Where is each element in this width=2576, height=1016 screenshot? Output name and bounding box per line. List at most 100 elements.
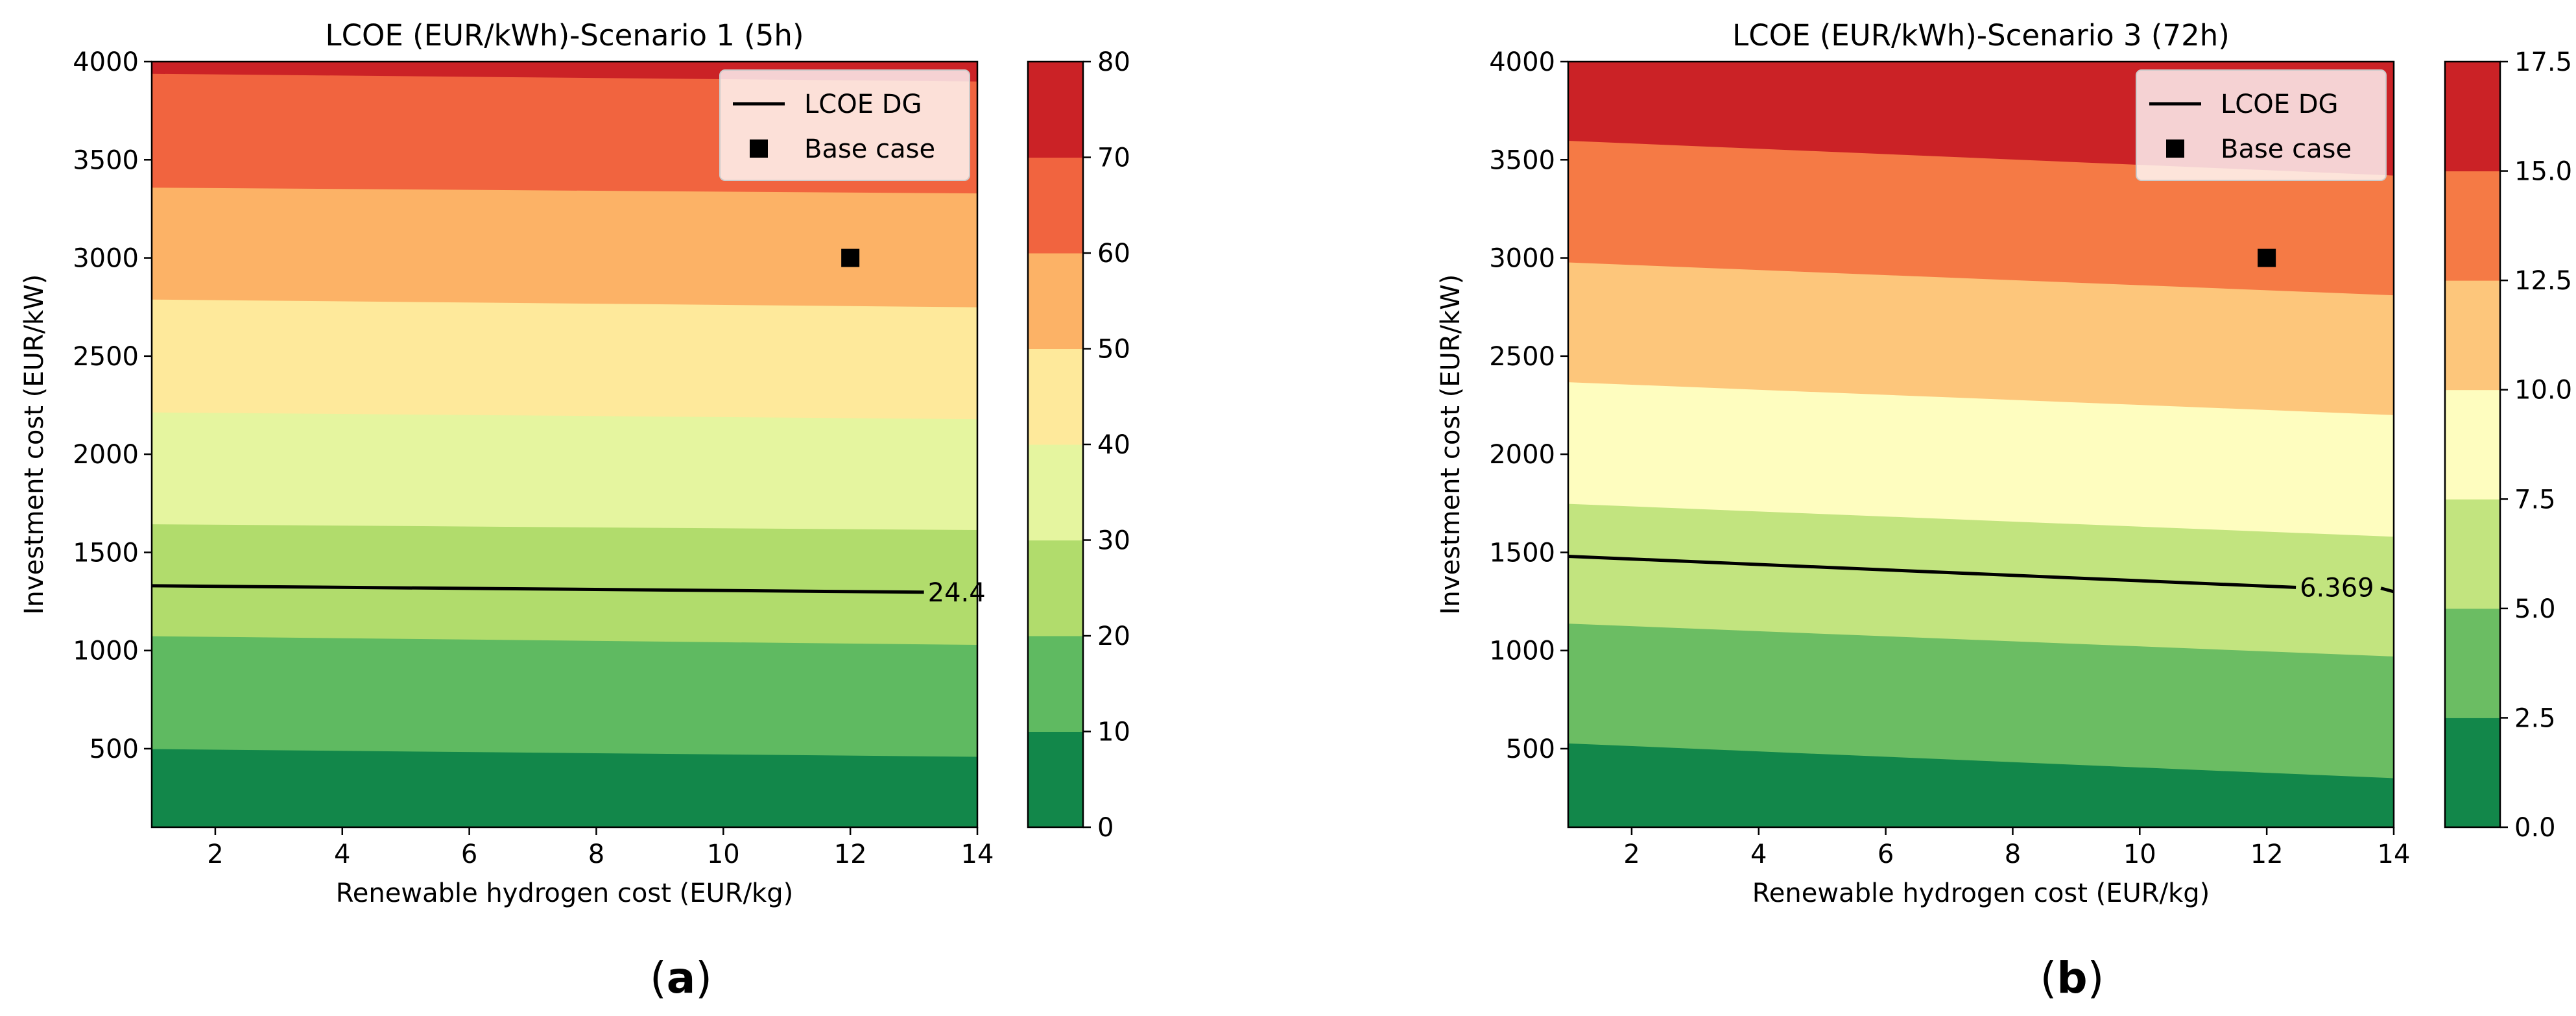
colorbar-segment (2445, 499, 2500, 609)
y-tick-label: 3000 (73, 244, 139, 274)
chart-title: LCOE (EUR/kWh)-Scenario 1 (5h) (326, 18, 804, 53)
colorbar-tick-label: 0 (1097, 813, 1114, 843)
y-tick-label: 3500 (1489, 145, 1555, 175)
y-tick-label: 2500 (73, 342, 139, 372)
legend-label: Base case (804, 134, 935, 164)
legend-marker-swatch (750, 139, 768, 158)
legend: LCOE DG Base case (2136, 69, 2387, 181)
y-tick-label: 1000 (1489, 636, 1555, 666)
x-tick-label: 14 (961, 840, 994, 869)
contour-band-2 (1568, 503, 2394, 657)
colorbar-tick-label: 80 (1097, 47, 1130, 77)
x-tick-label: 14 (2378, 840, 2411, 869)
colorbar-segment (1028, 540, 1083, 636)
colorbar-tick-label: 5.0 (2514, 594, 2556, 624)
colorbar-segment (1028, 253, 1083, 349)
y-tick-label: 2000 (1489, 440, 1555, 470)
x-tick-label: 2 (1623, 840, 1640, 869)
base-case-marker (841, 248, 860, 267)
colorbar-frame (2444, 60, 2501, 829)
x-axis-label: Renewable hydrogen cost (EUR/kg) (1752, 878, 2210, 908)
y-tick-label: 4000 (1489, 47, 1555, 77)
colorbar-tick-label: 30 (1097, 526, 1130, 556)
colorbar-segment (1028, 157, 1083, 254)
x-tick-label: 4 (334, 840, 350, 869)
y-tick-label: 1000 (73, 636, 139, 666)
colorbar: 0 10 20 30 40 50 60 70 80 (1027, 47, 1130, 843)
contour-band-4 (152, 298, 977, 420)
y-tick-label: 500 (1506, 734, 1555, 764)
panel-label-letter: a (667, 953, 696, 1003)
x-tick-label: 12 (2250, 840, 2284, 869)
colorbar: 0.0 2.5 5.0 7.5 10.0 12.5 15.0 17.5 (2444, 47, 2572, 843)
y-tick-label: 3000 (1489, 244, 1555, 274)
x-tick-label: 8 (588, 840, 604, 869)
plot-frame (1567, 60, 2395, 829)
y-axis-label: Investment cost (EUR/kW) (19, 274, 49, 615)
contour-band-2 (152, 524, 977, 646)
contour-band-1 (1568, 623, 2394, 779)
x-axis-label: Renewable hydrogen cost (EUR/kg) (336, 878, 793, 908)
colorbar-segment (2445, 280, 2500, 391)
contour-band-5 (152, 187, 977, 308)
x-tick-label: 10 (707, 840, 740, 869)
colorbar-tick-label: 50 (1097, 335, 1130, 365)
colorbar-tick-label: 0.0 (2514, 813, 2556, 843)
x-tick-label: 10 (2123, 840, 2156, 869)
lcoe-dg-line-end (2380, 587, 2394, 594)
chart-title: LCOE (EUR/kWh)-Scenario 3 (72h) (1732, 18, 2230, 53)
contour-band-0 (152, 748, 977, 827)
legend-label: Base case (2221, 134, 2352, 164)
colorbar-tick-label: 20 (1097, 622, 1130, 651)
x-tick-label: 6 (461, 840, 477, 869)
lcoe-dg-line (1568, 554, 2296, 589)
y-tick-label: 2000 (73, 440, 139, 470)
panel-label-open: ( (650, 953, 667, 1003)
contour-band-0 (1568, 742, 2394, 827)
colorbar-segment (2445, 171, 2500, 281)
colorbar-segment (1028, 444, 1083, 540)
colorbar-segment (2445, 389, 2500, 500)
x-tick-label: 2 (207, 840, 223, 869)
legend: LCOE DG Base case (719, 69, 970, 181)
x-tick-label: 4 (1750, 840, 1767, 869)
chart-panel-a: 24.42 4 6 8 10 12 1450010001500200025003000350… (19, 18, 1130, 1003)
contour-band-1 (152, 635, 977, 757)
colorbar-tick-label: 17.5 (2514, 47, 2572, 77)
legend-marker-swatch (2166, 139, 2184, 158)
contour-band-4 (1568, 261, 2394, 415)
panel-label: (a) (650, 953, 712, 1003)
y-tick-label: 1500 (73, 538, 139, 568)
y-tick-label: 3500 (73, 145, 139, 175)
x-tick-label: 8 (2005, 840, 2021, 869)
panel-label-close: ) (695, 953, 712, 1003)
panel-label-letter: b (2057, 953, 2087, 1003)
panel-label-close: ) (2088, 953, 2105, 1003)
legend-label: LCOE DG (804, 90, 922, 119)
y-tick-label: 4000 (73, 47, 139, 77)
colorbar-tick-label: 10 (1097, 718, 1130, 747)
lcoe-dg-line (152, 584, 924, 594)
chart-panel-b: 6.369 2 4 6 8 10 12 14 500 1000 1500 2000 2500 3000 35… (1436, 18, 2572, 1003)
contour-band-3 (152, 411, 977, 531)
colorbar-segment (1028, 62, 1083, 158)
colorbar-segment (2445, 718, 2500, 828)
lcoe-dg-line-label: 24.4 (928, 578, 986, 608)
colorbar-tick-label: 15.0 (2514, 157, 2572, 187)
colorbar-tick-label: 12.5 (2514, 266, 2572, 296)
legend-box (719, 69, 970, 181)
x-tick-label: 12 (834, 840, 867, 869)
y-tick-label: 1500 (1489, 538, 1555, 568)
colorbar-tick-label: 60 (1097, 239, 1130, 269)
colorbar-segment (2445, 62, 2500, 172)
panel-label: (b) (2040, 953, 2105, 1003)
colorbar-tick-label: 40 (1097, 430, 1130, 460)
contour-band-3 (1568, 381, 2394, 537)
y-tick-label: 2500 (1489, 342, 1555, 372)
plot-frame (150, 60, 979, 829)
legend-label: LCOE DG (2221, 90, 2338, 119)
colorbar-segment (2445, 608, 2500, 718)
colorbar-segment (1028, 636, 1083, 732)
panel-label-open: ( (2040, 953, 2057, 1003)
